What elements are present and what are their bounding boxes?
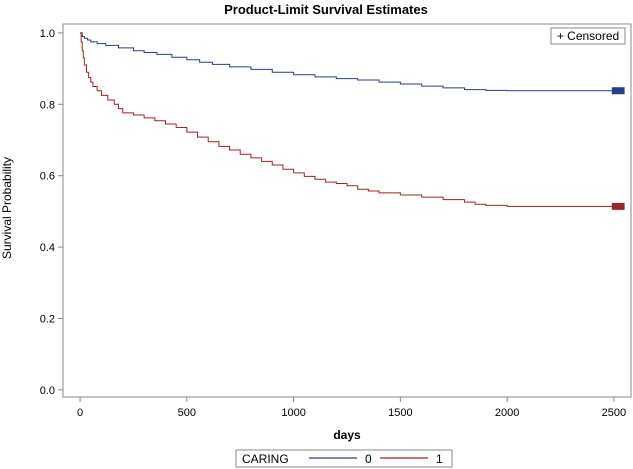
censored-legend-label: + Censored bbox=[557, 29, 619, 43]
survival-curve-1 bbox=[80, 32, 625, 207]
legend-label-1: 1 bbox=[436, 452, 443, 466]
y-tick-label: 0.6 bbox=[40, 171, 55, 183]
y-tick-label: 0.8 bbox=[40, 99, 55, 111]
group-legend-title: CARING bbox=[242, 452, 289, 466]
x-tick-label: 0 bbox=[77, 407, 83, 419]
x-tick-label: 1000 bbox=[281, 407, 305, 419]
censor-marks-0 bbox=[611, 87, 625, 95]
x-axis-title: days bbox=[333, 428, 361, 442]
x-tick-label: 1500 bbox=[388, 407, 412, 419]
y-axis: 0.0 0.2 0.4 0.6 0.8 1.0 bbox=[40, 28, 63, 397]
censored-legend-box bbox=[550, 27, 626, 45]
survival-curve-0 bbox=[80, 32, 625, 92]
series-layer bbox=[80, 32, 625, 210]
censor-marks-1 bbox=[611, 202, 625, 210]
legend-label-0: 0 bbox=[365, 452, 372, 466]
x-axis: 0 500 1000 1500 2000 2500 bbox=[77, 397, 626, 419]
y-tick-label: 0.2 bbox=[40, 313, 55, 325]
y-tick-label: 0.0 bbox=[40, 385, 55, 397]
censored-legend: + Censored bbox=[550, 27, 626, 45]
chart-title: Product-Limit Survival Estimates bbox=[224, 2, 428, 17]
y-tick-label: 1.0 bbox=[40, 28, 55, 40]
x-tick-label: 2000 bbox=[495, 407, 519, 419]
plot-frame bbox=[62, 23, 632, 398]
x-tick-label: 500 bbox=[178, 407, 196, 419]
x-tick-label: 2500 bbox=[602, 407, 626, 419]
y-tick-label: 0.4 bbox=[40, 242, 55, 254]
y-axis-title: Survival Probability bbox=[0, 157, 14, 259]
